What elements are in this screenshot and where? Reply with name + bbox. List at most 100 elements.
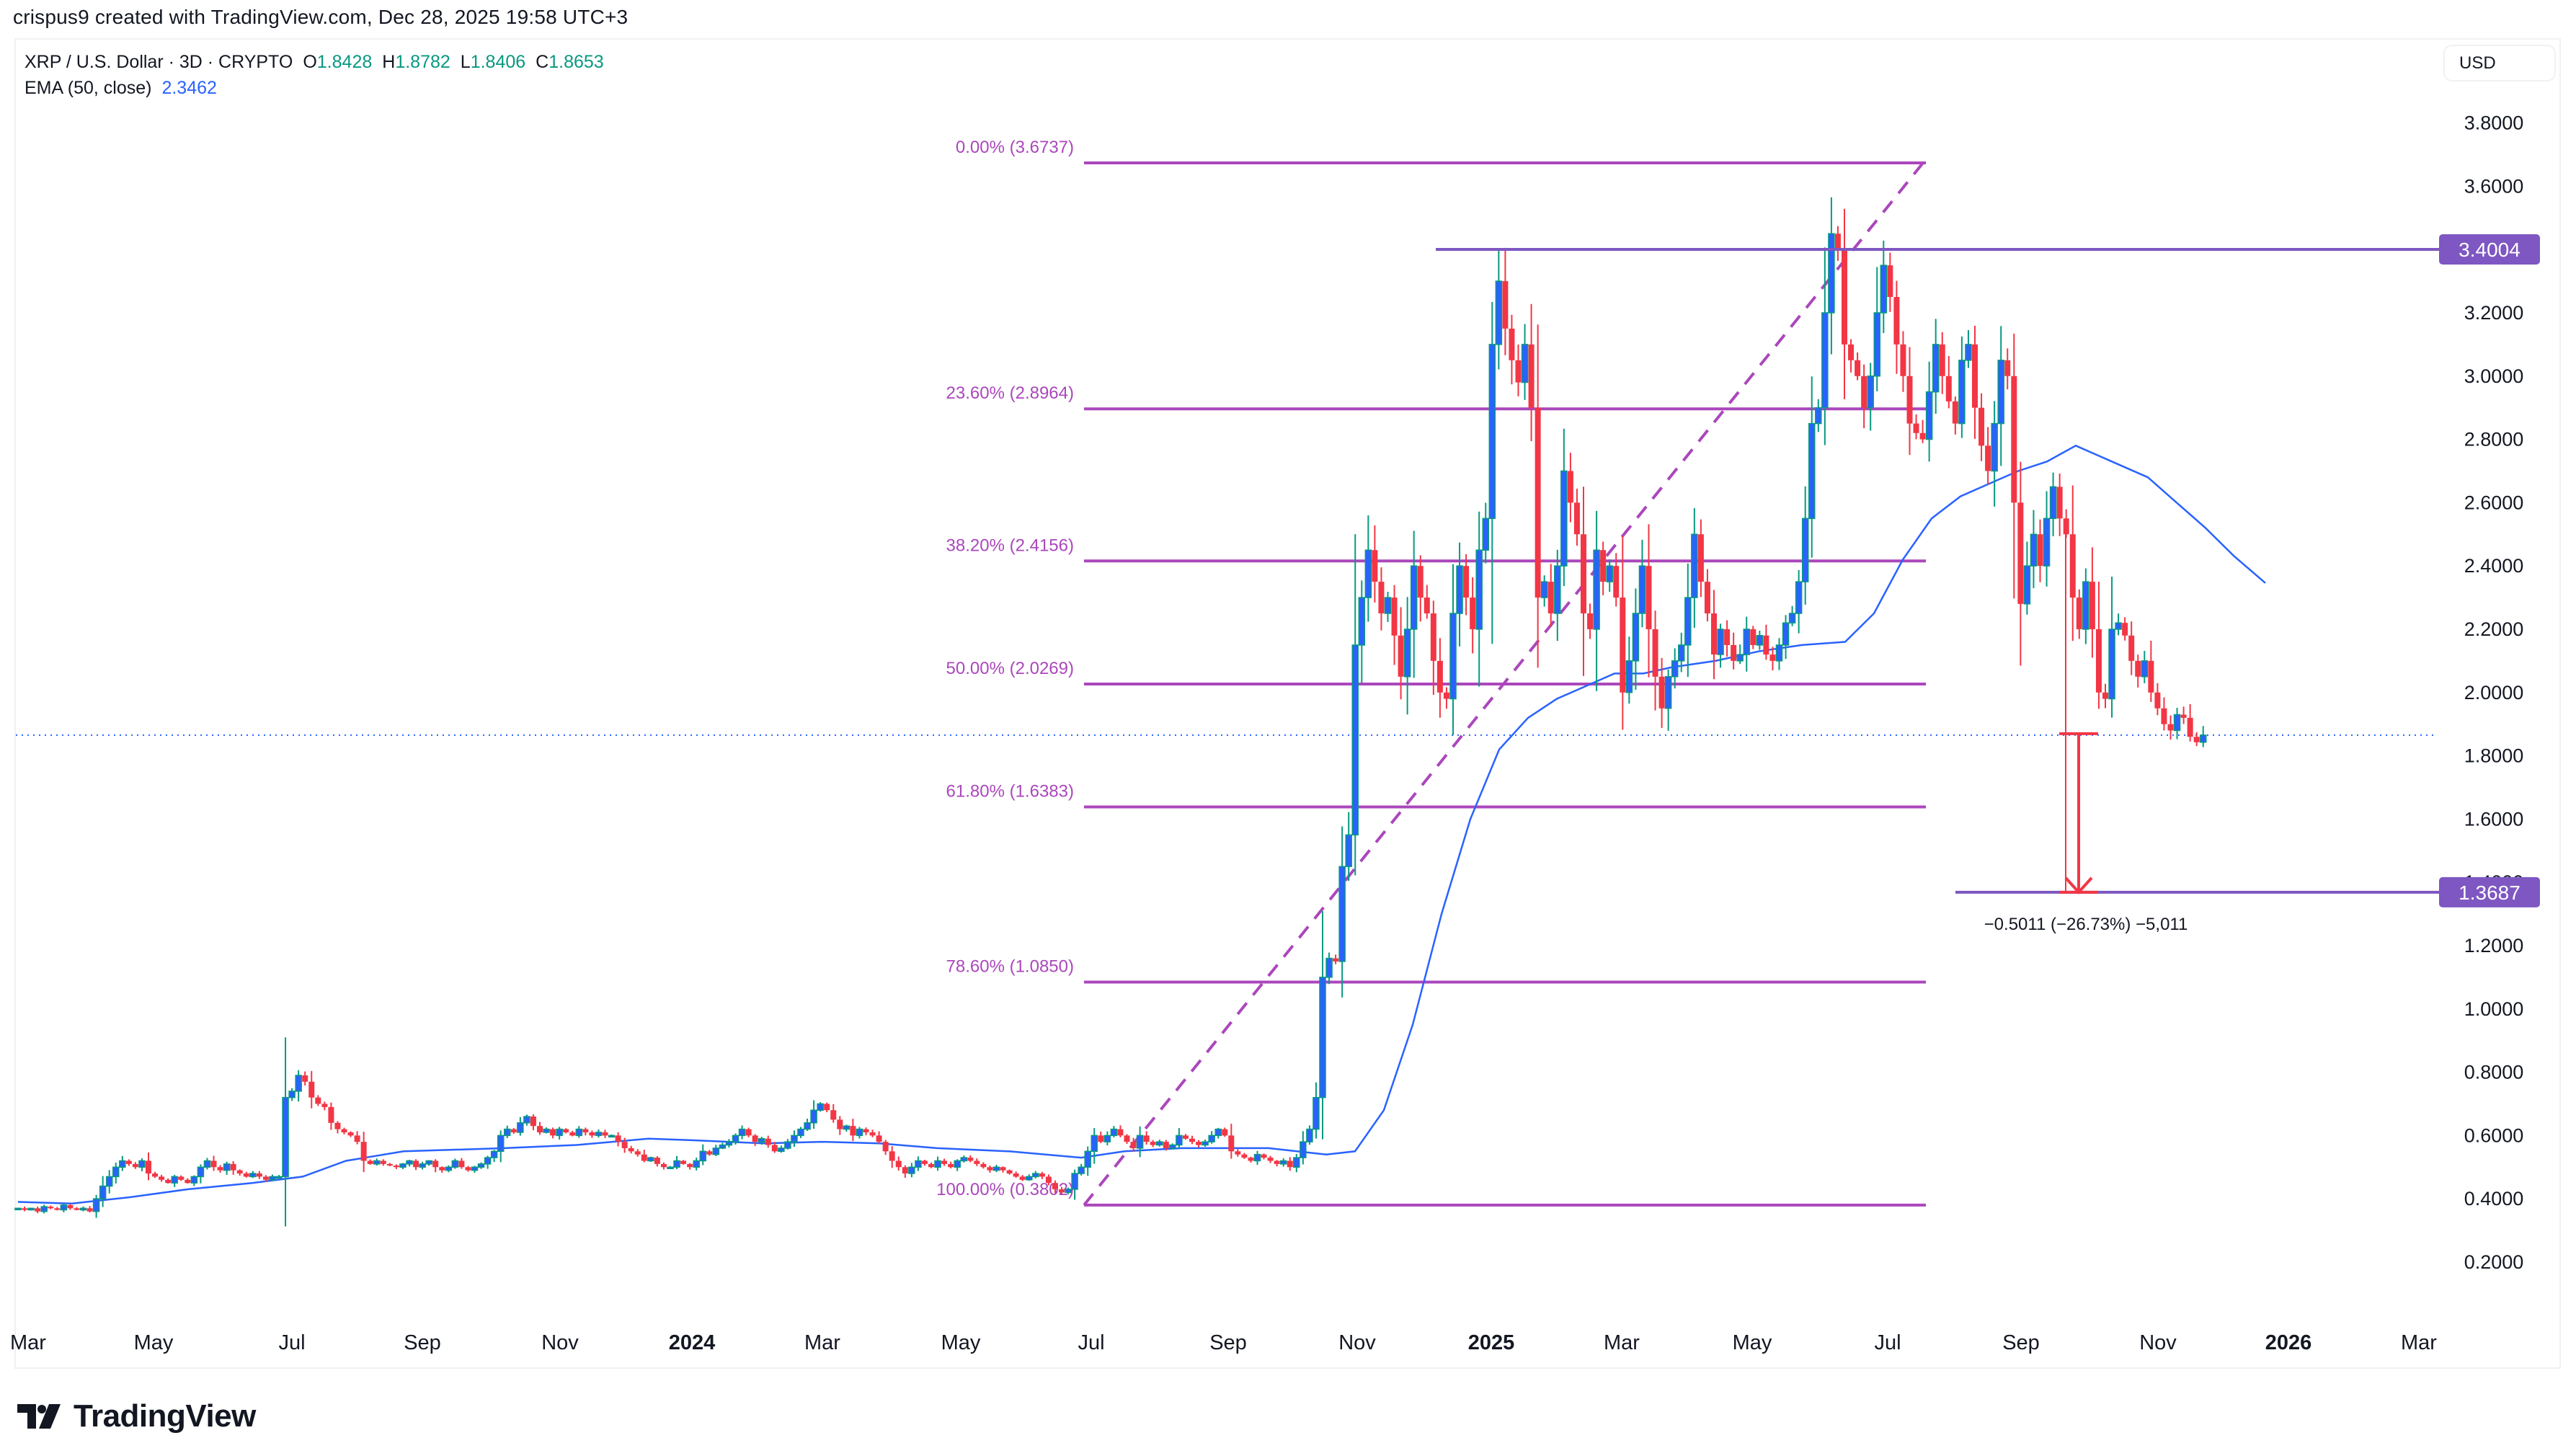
- candle: [1593, 510, 1600, 691]
- candle: [1325, 952, 1333, 985]
- candle: [712, 1145, 720, 1157]
- candle-body-down: [1424, 598, 1430, 614]
- candle: [948, 1161, 954, 1169]
- candle: [249, 1171, 257, 1178]
- candle-body-up: [1775, 644, 1783, 662]
- candle-body-down: [1470, 598, 1476, 629]
- candle: [1509, 314, 1515, 385]
- price-range-measure[interactable]: −0.5011 (−26.73%) −5,011: [1984, 518, 2188, 934]
- candle: [510, 1128, 517, 1134]
- candle-body-up: [1678, 644, 1685, 662]
- candle-body-up: [1071, 1173, 1078, 1190]
- candle: [732, 1133, 740, 1145]
- candle-body-up: [1091, 1135, 1098, 1153]
- candle: [771, 1142, 778, 1153]
- candle-body-up: [1456, 565, 1463, 614]
- candle: [27, 1207, 35, 1211]
- candle-body-up: [647, 1157, 654, 1162]
- candle-body-up: [517, 1122, 524, 1133]
- fib-trend-line[interactable]: [1083, 161, 1924, 1207]
- candle-body-down: [413, 1160, 419, 1168]
- candle: [302, 1071, 308, 1086]
- candle: [706, 1150, 713, 1156]
- price-axis[interactable]: 3.80003.60003.40003.20003.00002.80002.60…: [2464, 112, 2524, 1273]
- candle: [146, 1152, 151, 1181]
- candle-body-down: [654, 1158, 660, 1164]
- candle-body-up: [1032, 1173, 1039, 1178]
- candle: [2076, 589, 2082, 639]
- candle-body-down: [1182, 1135, 1189, 1139]
- symbol-title[interactable]: XRP / U.S. Dollar · 3D · CRYPTO: [25, 52, 293, 72]
- candle: [830, 1104, 837, 1123]
- candle: [1378, 567, 1385, 631]
- candle-body-down: [2095, 629, 2102, 693]
- ema-row[interactable]: EMA (50, close) 2.3462: [25, 75, 604, 101]
- candle: [275, 1175, 283, 1179]
- candle-body-down: [687, 1163, 693, 1168]
- candle: [2122, 617, 2128, 641]
- candle: [1775, 638, 1783, 670]
- candle-body-up: [1319, 977, 1326, 1098]
- candle: [1084, 1146, 1091, 1176]
- candle: [1731, 632, 1737, 670]
- candle: [641, 1150, 647, 1163]
- candle-body-up: [1815, 407, 1822, 425]
- candle: [367, 1159, 373, 1165]
- candle: [817, 1102, 824, 1112]
- candle: [1398, 607, 1404, 700]
- tradingview-logo[interactable]: TradingView: [17, 1398, 256, 1434]
- candle: [1756, 630, 1764, 650]
- price-marker-label: 1.3687: [2459, 882, 2521, 904]
- price-tick: 0.8000: [2464, 1062, 2524, 1083]
- candle-body-down: [882, 1142, 889, 1152]
- candle-body-down: [165, 1179, 172, 1184]
- candle: [543, 1127, 550, 1134]
- candle-body-up: [1306, 1128, 1313, 1142]
- price-tick: 0.4000: [2464, 1188, 2524, 1209]
- candle-body-up: [1026, 1176, 1033, 1181]
- candle-body-up: [915, 1160, 922, 1168]
- candle-body-down: [1985, 445, 1991, 471]
- candle: [2141, 651, 2149, 683]
- candle: [824, 1102, 830, 1113]
- candle: [1893, 280, 1900, 374]
- candle-body-down: [1391, 598, 1398, 636]
- candle: [1019, 1175, 1026, 1181]
- candle-body-up: [1449, 613, 1457, 700]
- candle-body-down: [1535, 407, 1541, 598]
- candle: [1482, 502, 1489, 564]
- price-tick: 1.0000: [2464, 998, 2524, 1020]
- candle-body-down: [230, 1163, 236, 1171]
- time-axis[interactable]: Mar May Jul Sep Nov 2024 Mar May Jul Sep Nov 2025 Ma…: [10, 1331, 2437, 1354]
- price-tick: 3.2000: [2464, 302, 2524, 324]
- candle: [673, 1155, 680, 1170]
- candle-body-down: [1130, 1142, 1137, 1148]
- candle-body-down: [152, 1173, 159, 1177]
- candle: [1274, 1160, 1280, 1167]
- candle: [1443, 687, 1449, 709]
- candle: [1006, 1169, 1013, 1175]
- candle-body-up: [1560, 470, 1568, 567]
- candle: [1972, 326, 1978, 439]
- candle-body-up: [673, 1160, 680, 1168]
- candle-body-down: [1906, 376, 1913, 424]
- candle-body-up: [1169, 1144, 1176, 1149]
- candle: [1345, 812, 1352, 882]
- candle-body-up: [1084, 1150, 1091, 1168]
- candle: [1750, 626, 1756, 649]
- candle-body-down: [1039, 1173, 1045, 1177]
- candle: [1241, 1153, 1248, 1159]
- candle: [908, 1163, 915, 1178]
- candle-body-up: [1338, 866, 1346, 962]
- candle: [1130, 1137, 1137, 1152]
- candle: [882, 1140, 889, 1155]
- candle-body-down: [1059, 1189, 1065, 1193]
- candle-body-down: [35, 1208, 41, 1212]
- fib-level-label: 0.00% (3.6737): [956, 138, 1074, 157]
- candle: [1638, 539, 1646, 628]
- candle: [1625, 636, 1633, 704]
- currency-button[interactable]: USD: [2443, 45, 2556, 81]
- candle: [1906, 347, 1913, 456]
- fibonacci-retracement[interactable]: 0.00% (3.6737) 23.60% (2.8964) 38.20% (2.4…: [936, 138, 1926, 1207]
